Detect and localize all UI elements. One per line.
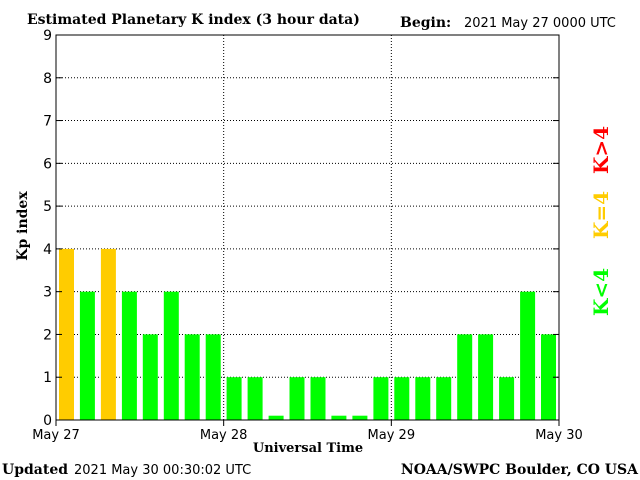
x-tick-label: May 28 [200,428,248,443]
y-tick-label: 2 [43,327,52,343]
legend-k-equal-4: K=4 [589,191,613,239]
kp-bar [289,377,305,420]
kp-bar [142,334,158,420]
y-tick-label: 8 [43,71,52,87]
kp-bar [352,415,368,420]
grid-lines [56,35,559,420]
y-tick-label: 9 [43,28,52,44]
kp-bar [59,248,74,420]
kp-bar [541,334,556,420]
kp-bar [268,415,284,420]
x-tick-label: May 27 [32,428,80,443]
kp-bar [226,377,242,420]
y-tick-label: 5 [43,199,52,215]
updated-label: Updated [2,462,68,478]
kp-bar [478,334,494,420]
begin-label: Begin: [400,15,451,31]
legend-k-less-4: K<4 [589,268,613,316]
bars-group [59,248,556,420]
chart-title: Estimated Planetary K index (3 hour data… [27,12,360,28]
y-tick-label: 4 [43,242,52,258]
kp-bar [394,377,410,420]
y-tick-label: 1 [43,370,52,386]
legend-k-greater-4: K>4 [589,126,613,174]
updated-value: 2021 May 30 00:30:02 UTC [74,463,251,478]
y-axis-label: Kp index [15,191,31,261]
kp-bar [163,291,179,420]
y-tick-label: 7 [43,114,52,130]
kp-bar [100,248,116,420]
x-ticks: May 27 May 28 May 29 May 30 [32,420,583,443]
kp-bar [436,377,452,420]
y-tick-label: 3 [43,285,52,301]
plot-frame [55,34,560,421]
begin-value: 2021 May 27 0000 UTC [464,16,616,31]
kp-bar [79,291,95,420]
kp-bar [457,334,473,420]
kp-bar [373,377,389,420]
kp-bar [520,291,536,420]
y-ticks: 0 1 2 3 4 5 6 7 8 9 [43,28,559,429]
y-tick-label: 0 [43,413,52,429]
x-tick-label: May 29 [368,428,416,443]
kp-bar [310,377,326,420]
kp-bar [331,415,347,420]
y-tick-label: 6 [43,156,52,172]
x-axis-label: Universal Time [253,441,363,456]
kp-bar [415,377,431,420]
kp-bar [121,291,137,420]
kp-bar [499,377,515,420]
kp-bar [205,334,221,420]
credit-text: NOAA/SWPC Boulder, CO USA [401,462,639,478]
kp-bar [247,377,263,420]
x-tick-label: May 30 [535,428,583,443]
kp-bar [184,334,200,420]
